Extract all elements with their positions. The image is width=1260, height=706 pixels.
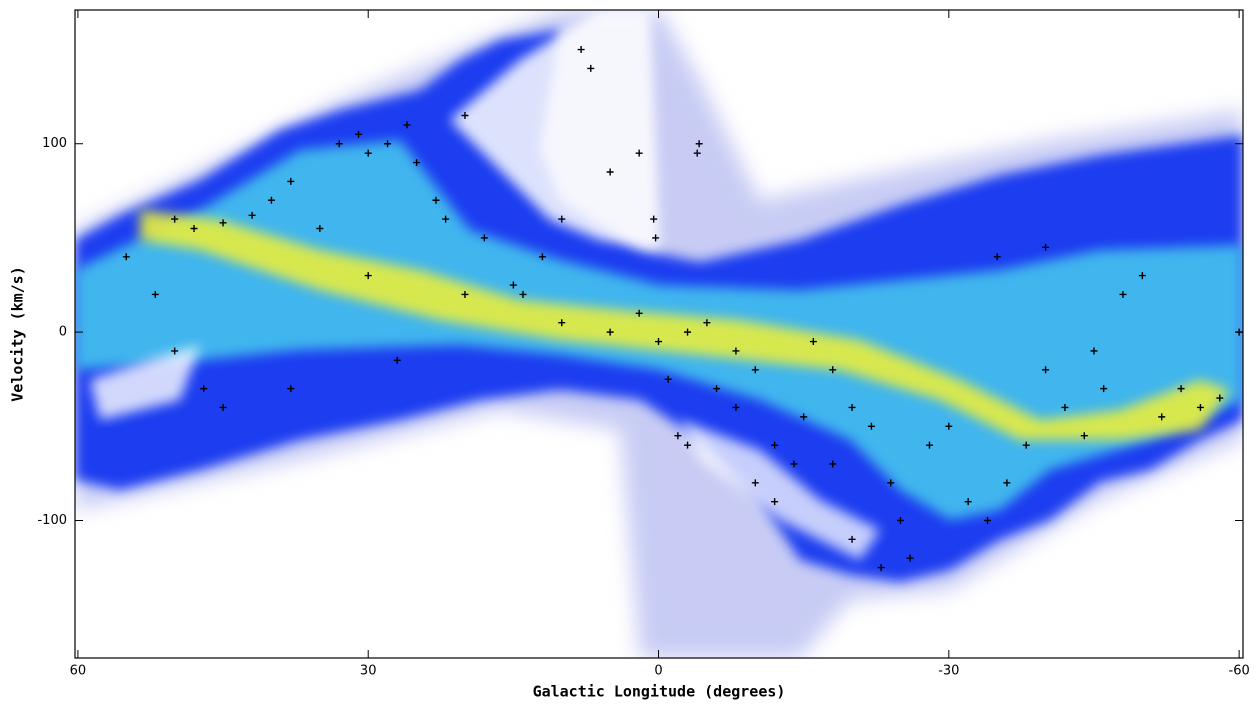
marker	[635, 309, 643, 317]
marker	[906, 554, 914, 562]
marker	[867, 422, 875, 430]
marker	[1177, 385, 1185, 393]
marker	[219, 403, 227, 411]
marker	[287, 177, 295, 185]
y-axis-title: Velocity (km/s)	[9, 266, 27, 401]
marker	[1090, 347, 1098, 355]
marker	[384, 140, 392, 148]
marker	[1235, 328, 1243, 336]
marker	[652, 234, 660, 242]
marker	[403, 121, 411, 129]
marker	[713, 385, 721, 393]
marker	[703, 319, 711, 327]
marker	[674, 432, 682, 440]
marker	[1119, 290, 1127, 298]
marker	[461, 111, 469, 119]
marker	[655, 338, 663, 346]
marker	[1196, 403, 1204, 411]
marker	[684, 328, 692, 336]
marker	[829, 366, 837, 374]
x-tick-label: 60	[70, 664, 87, 679]
marker	[432, 196, 440, 204]
marker	[267, 196, 275, 204]
x-axis-title: Galactic Longitude (degrees)	[533, 683, 786, 701]
marker	[684, 441, 692, 449]
marker	[248, 211, 256, 219]
marker	[664, 375, 672, 383]
marker	[509, 281, 517, 289]
marker	[790, 460, 798, 468]
marker	[190, 225, 198, 233]
marker	[1100, 385, 1108, 393]
marker	[993, 253, 1001, 261]
marker	[896, 516, 904, 524]
marker	[771, 498, 779, 506]
marker	[1138, 272, 1146, 280]
marker	[695, 140, 703, 148]
marker	[287, 385, 295, 393]
marker	[1080, 432, 1088, 440]
marker	[771, 441, 779, 449]
marker	[355, 130, 363, 138]
marker	[393, 356, 401, 364]
marker	[650, 215, 658, 223]
y-tick-label: -100	[37, 513, 67, 528]
marker	[1003, 479, 1011, 487]
marker	[480, 234, 488, 242]
marker	[606, 168, 614, 176]
marker	[1061, 403, 1069, 411]
marker	[587, 64, 595, 72]
x-tick-label: -60	[1229, 664, 1250, 679]
x-tick-label: -30	[938, 664, 959, 679]
marker	[442, 215, 450, 223]
marker	[635, 149, 643, 157]
y-tick-label: 0	[59, 325, 67, 340]
marker	[751, 479, 759, 487]
marker	[335, 140, 343, 148]
marker	[800, 413, 808, 421]
marker	[461, 290, 469, 298]
marker	[413, 159, 421, 167]
marker	[877, 564, 885, 572]
x-tick-label: 0	[654, 664, 662, 679]
marker	[887, 479, 895, 487]
marker	[732, 347, 740, 355]
marker	[1022, 441, 1030, 449]
marker	[606, 328, 614, 336]
marker	[364, 272, 372, 280]
marker	[519, 290, 527, 298]
marker	[219, 219, 227, 227]
marker	[945, 422, 953, 430]
marker	[751, 366, 759, 374]
marker	[122, 253, 130, 261]
marker	[538, 253, 546, 261]
marker	[171, 347, 179, 355]
marker	[848, 403, 856, 411]
marker	[558, 215, 566, 223]
marker	[151, 290, 159, 298]
marker	[964, 498, 972, 506]
marker	[693, 149, 701, 157]
marker	[809, 338, 817, 346]
marker	[1042, 366, 1050, 374]
marker	[829, 460, 837, 468]
marker	[1216, 394, 1224, 402]
marker	[1042, 243, 1050, 251]
marker	[364, 149, 372, 157]
marker	[1158, 413, 1166, 421]
y-tick-label: 100	[42, 136, 67, 151]
marker	[558, 319, 566, 327]
marker	[848, 535, 856, 543]
marker	[925, 441, 933, 449]
marker	[577, 46, 585, 54]
marker	[316, 225, 324, 233]
x-tick-label: 30	[360, 664, 377, 679]
marker	[200, 385, 208, 393]
emission-map	[75, 10, 1243, 658]
marker	[984, 516, 992, 524]
marker	[732, 403, 740, 411]
marker	[171, 215, 179, 223]
